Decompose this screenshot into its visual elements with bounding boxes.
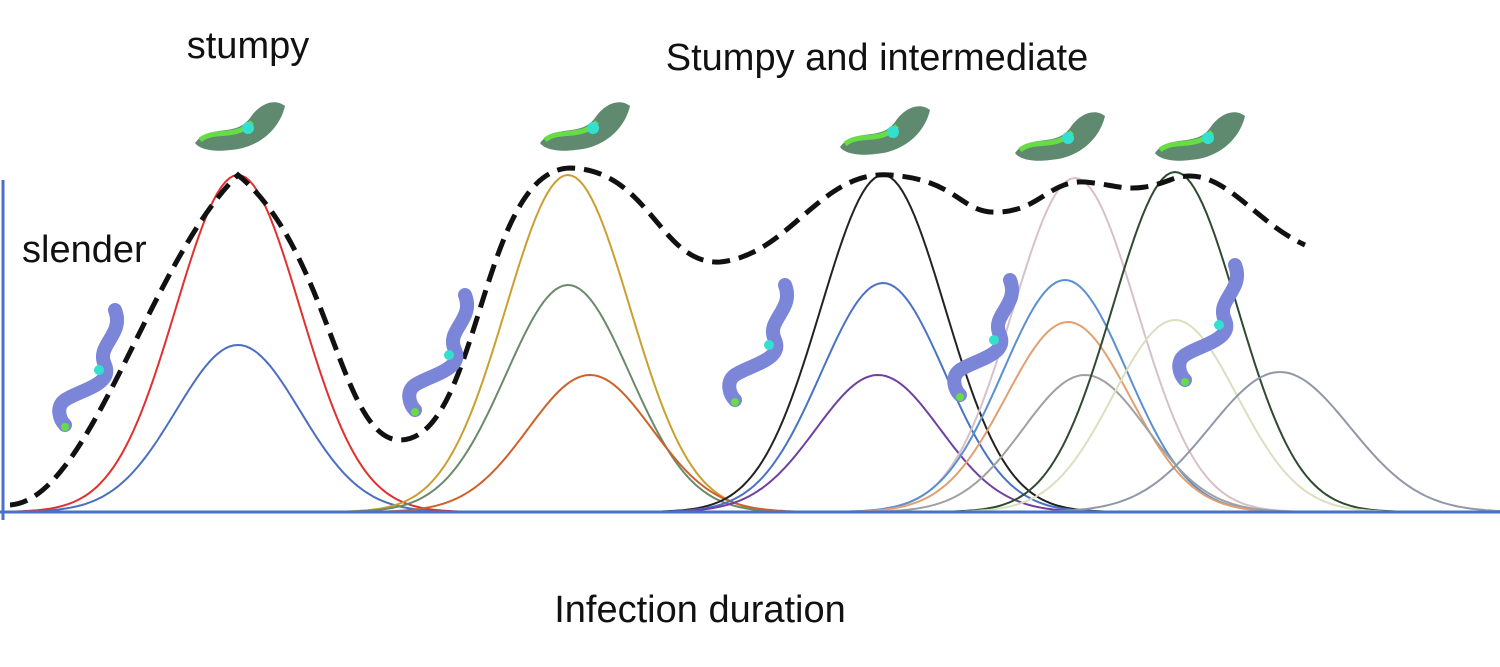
- parasite-nucleus: [764, 340, 774, 350]
- parasite-nucleus: [444, 350, 454, 360]
- slender-parasite: [52, 303, 124, 432]
- parasite-flagellum: [411, 408, 419, 416]
- icons: [52, 102, 1245, 432]
- parasite-body: [540, 102, 630, 151]
- stumpy-parasite: [840, 106, 930, 155]
- curve: [622, 173, 1143, 513]
- parasite-flagellum: [1181, 378, 1189, 386]
- parasite-nucleus: [94, 365, 104, 375]
- curve: [0, 343, 498, 513]
- curve: [804, 278, 1325, 513]
- parasite-nucleus: [1214, 320, 1224, 330]
- parasite-body: [840, 106, 930, 155]
- curve: [824, 373, 1345, 513]
- slender-parasite: [947, 273, 1019, 402]
- x-axis-label: Infection duration: [554, 589, 846, 631]
- curve: [0, 173, 498, 513]
- parasite-body: [1155, 112, 1245, 161]
- label-slender: slender: [22, 229, 147, 271]
- parasite-body: [722, 278, 794, 407]
- curve: [329, 373, 850, 513]
- curves: [0, 170, 1500, 513]
- parasite-nucleus: [887, 126, 899, 138]
- parasite-body: [1015, 112, 1105, 161]
- parasite-nucleus: [242, 122, 254, 134]
- parasite-nucleus: [587, 122, 599, 134]
- curve: [914, 170, 1435, 513]
- stumpy-parasite: [195, 102, 285, 151]
- envelope: [9, 165, 1307, 508]
- parasite-body: [1172, 258, 1244, 387]
- parasite-flagellum: [956, 393, 964, 401]
- parasite-body: [402, 288, 474, 417]
- stumpy-parasite: [540, 102, 630, 151]
- curve: [307, 283, 828, 513]
- curve: [617, 373, 1138, 513]
- slender-parasite: [722, 278, 794, 407]
- curve: [986, 371, 1500, 513]
- curve: [807, 320, 1328, 513]
- curve: [914, 318, 1435, 513]
- parasite-body: [195, 102, 285, 151]
- parasite-flagellum: [731, 398, 739, 406]
- curve: [622, 281, 1143, 513]
- parasite-nucleus: [989, 335, 999, 345]
- parasite-body: [947, 273, 1019, 402]
- stumpy-parasite: [1015, 112, 1105, 161]
- slender-parasite: [1172, 258, 1244, 387]
- label-stumpy-intermediate: Stumpy and intermediate: [666, 37, 1088, 79]
- parasite-flagellum: [61, 423, 69, 431]
- parasite-nucleus: [1062, 132, 1074, 144]
- curve: [307, 173, 828, 513]
- parasite-nucleus: [1202, 132, 1214, 144]
- label-stumpy: stumpy: [187, 25, 309, 67]
- stumpy-parasite: [1155, 112, 1245, 161]
- slender-parasite: [402, 288, 474, 417]
- parasite-body: [52, 303, 124, 432]
